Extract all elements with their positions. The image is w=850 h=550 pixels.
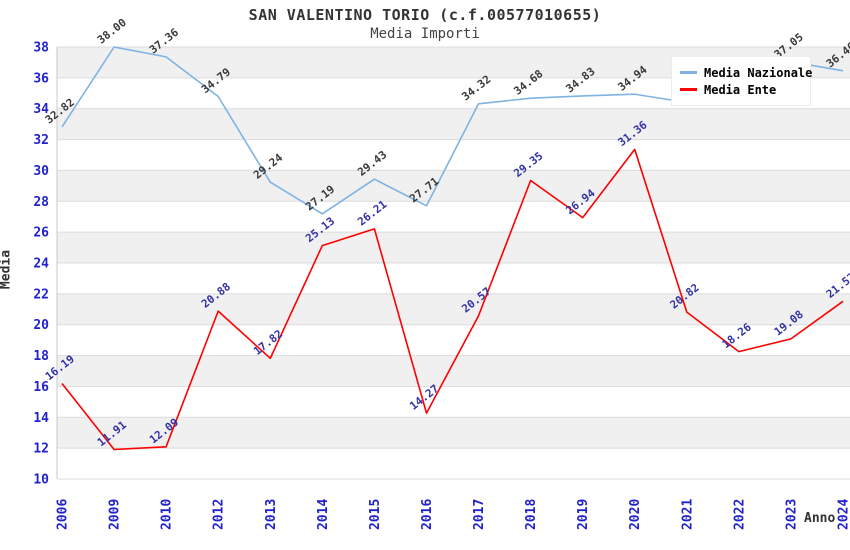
x-tick-label: 2022 [732,499,747,530]
plot-band [57,355,850,387]
chart-subtitle: Media Importi [370,26,480,42]
series-line-media-ente [61,148,844,451]
plot-band [57,232,850,263]
y-tick-label: 20 [33,318,49,333]
x-tick-label: 2021 [680,499,695,530]
y-axis-title: Media [0,249,14,290]
y-tick-label: 36 [33,71,49,86]
y-tick-label: 22 [33,287,49,302]
plot-band [57,170,850,202]
x-tick-label: 2017 [472,499,487,530]
y-tick-label: 18 [33,349,49,364]
legend-label: Media Ente [704,82,777,97]
y-tick-label: 14 [33,411,49,426]
x-tick-label: 2023 [784,499,799,530]
x-tick-label: 2010 [160,499,175,530]
plot-band [57,386,850,418]
x-tick-label: 2015 [368,499,383,530]
y-tick-label: 24 [33,257,49,272]
plot-band [57,263,850,294]
x-tick-label: 2014 [316,499,331,530]
x-axis-title: Anno [804,511,836,526]
plot-band [57,324,850,356]
x-tick-label: 2018 [524,499,539,530]
y-tick-label: 38 [33,41,49,56]
plot-band [57,108,850,140]
plot-band [57,201,850,233]
x-tick-label: 2024 [837,499,850,530]
x-tick-label: 2016 [420,499,435,530]
plot-band [57,417,850,449]
y-tick-label: 16 [33,380,49,395]
plot-band [57,139,850,171]
legend-item-media-nazionale: Media Nazionale [680,65,812,80]
y-tick-label: 10 [33,473,49,488]
chart-title: SAN VALENTINO TORIO (c.f.00577010655) [248,6,602,24]
line-swatch-icon [680,71,697,74]
x-tick-label: 2019 [576,499,591,530]
plot-band [57,448,850,479]
y-tick-label: 26 [33,226,49,241]
x-tick-label: 2013 [264,499,279,530]
x-tick-label: 2006 [56,499,71,530]
line-swatch-icon [680,88,697,91]
y-tick-label: 28 [33,195,49,210]
y-tick-label: 34 [33,102,49,117]
x-tick-label: 2009 [108,499,123,530]
y-tick-label: 30 [33,164,49,179]
plot-band [57,293,850,325]
x-tick-label: 2020 [628,499,643,530]
y-tick-label: 12 [33,442,49,457]
legend-label: Media Nazionale [704,65,813,80]
y-tick-label: 32 [33,133,49,148]
x-tick-label: 2012 [212,499,227,530]
legend: Media Nazionale Media Ente [671,56,812,106]
legend-item-media-ente: Media Ente [680,82,804,97]
